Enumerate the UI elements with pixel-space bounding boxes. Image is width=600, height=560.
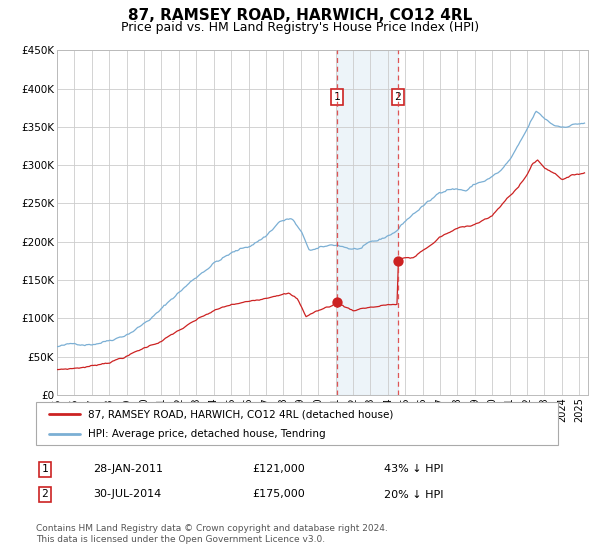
FancyBboxPatch shape xyxy=(36,402,558,445)
Point xyxy=(332,298,341,307)
Text: 87, RAMSEY ROAD, HARWICH, CO12 4RL (detached house): 87, RAMSEY ROAD, HARWICH, CO12 4RL (deta… xyxy=(88,409,394,419)
Text: 43% ↓ HPI: 43% ↓ HPI xyxy=(384,464,443,474)
Text: 2: 2 xyxy=(395,92,401,102)
Text: HPI: Average price, detached house, Tendring: HPI: Average price, detached house, Tend… xyxy=(88,430,326,440)
Text: £175,000: £175,000 xyxy=(252,489,305,500)
Text: £121,000: £121,000 xyxy=(252,464,305,474)
Text: 1: 1 xyxy=(41,464,49,474)
Text: 2: 2 xyxy=(41,489,49,500)
Text: 20% ↓ HPI: 20% ↓ HPI xyxy=(384,489,443,500)
Point xyxy=(393,256,403,265)
Text: Price paid vs. HM Land Registry's House Price Index (HPI): Price paid vs. HM Land Registry's House … xyxy=(121,21,479,34)
Text: 1: 1 xyxy=(334,92,340,102)
Text: 28-JAN-2011: 28-JAN-2011 xyxy=(93,464,163,474)
Text: Contains HM Land Registry data © Crown copyright and database right 2024.
This d: Contains HM Land Registry data © Crown c… xyxy=(36,524,388,544)
Text: 30-JUL-2014: 30-JUL-2014 xyxy=(93,489,161,500)
Bar xyxy=(337,50,398,395)
Text: 87, RAMSEY ROAD, HARWICH, CO12 4RL: 87, RAMSEY ROAD, HARWICH, CO12 4RL xyxy=(128,8,472,24)
